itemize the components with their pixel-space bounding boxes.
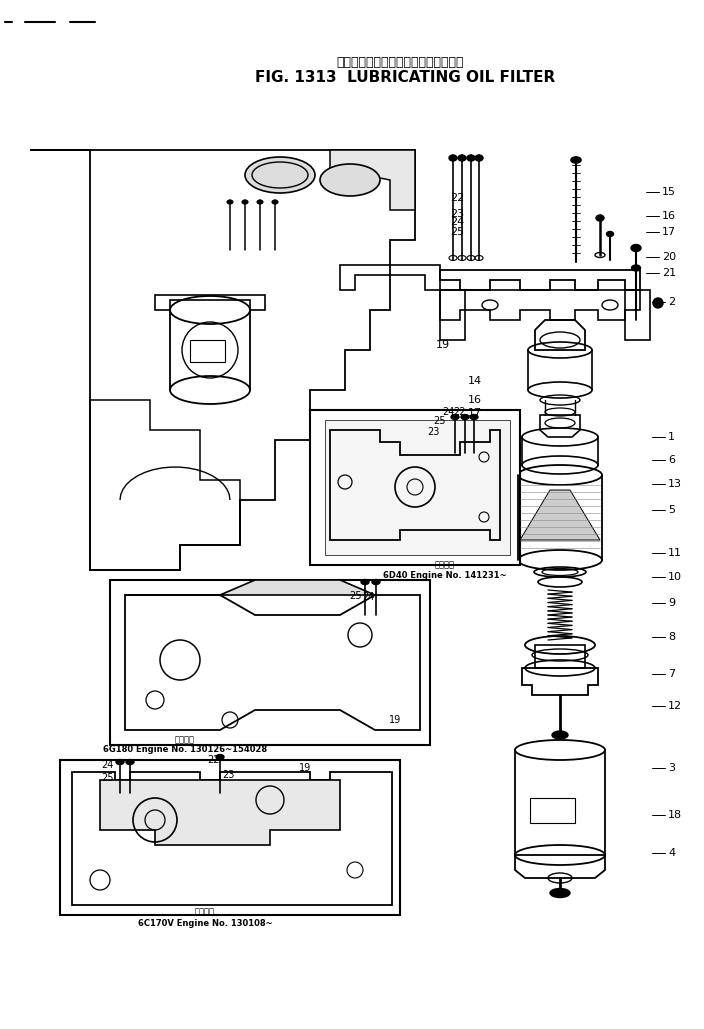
Ellipse shape <box>451 415 459 420</box>
Bar <box>60 760 400 915</box>
Text: 20: 20 <box>662 252 676 262</box>
Text: 25: 25 <box>450 227 464 237</box>
Text: 13: 13 <box>668 480 682 489</box>
Text: 14: 14 <box>468 376 482 386</box>
Ellipse shape <box>361 579 369 584</box>
Text: 4: 4 <box>668 848 675 858</box>
Ellipse shape <box>461 415 469 420</box>
Text: 2: 2 <box>668 297 675 307</box>
Ellipse shape <box>126 759 134 765</box>
Text: 25: 25 <box>348 591 361 601</box>
Text: 23: 23 <box>450 209 464 219</box>
Polygon shape <box>520 490 600 540</box>
Text: 適用号機: 適用号機 <box>175 736 195 745</box>
Text: 3: 3 <box>668 762 675 773</box>
Ellipse shape <box>242 200 248 204</box>
Ellipse shape <box>257 200 263 204</box>
Ellipse shape <box>245 157 315 193</box>
Ellipse shape <box>272 200 278 204</box>
Ellipse shape <box>216 754 224 759</box>
Ellipse shape <box>631 265 641 271</box>
Ellipse shape <box>227 200 233 204</box>
Text: 適用号機: 適用号機 <box>435 561 455 569</box>
Text: 16: 16 <box>662 211 676 221</box>
Bar <box>530 799 575 823</box>
Bar <box>190 340 225 362</box>
Ellipse shape <box>552 731 568 739</box>
Polygon shape <box>330 150 415 210</box>
Text: 6C170V Engine No. 130108~: 6C170V Engine No. 130108~ <box>138 919 272 927</box>
Text: 19: 19 <box>436 340 450 350</box>
Ellipse shape <box>571 157 581 163</box>
Text: 15: 15 <box>662 187 676 197</box>
Text: 24: 24 <box>362 592 375 602</box>
Text: 6G180 Engine No. 130126~154028: 6G180 Engine No. 130126~154028 <box>103 745 267 754</box>
Text: 17: 17 <box>662 227 676 237</box>
Polygon shape <box>125 580 375 595</box>
Text: 23: 23 <box>222 770 234 780</box>
Text: 12: 12 <box>668 701 682 711</box>
Text: 22: 22 <box>453 407 465 417</box>
Text: 23: 23 <box>427 427 439 437</box>
Text: 21: 21 <box>662 268 676 278</box>
Ellipse shape <box>372 579 380 584</box>
Text: 19: 19 <box>389 715 401 725</box>
Text: 22: 22 <box>450 193 464 203</box>
Ellipse shape <box>607 232 613 237</box>
Ellipse shape <box>470 415 478 420</box>
Text: 24: 24 <box>101 760 113 770</box>
Text: 25: 25 <box>434 416 446 426</box>
Text: 6: 6 <box>668 455 675 465</box>
Text: 22: 22 <box>207 755 219 765</box>
Ellipse shape <box>596 215 604 221</box>
Text: 6D40 Engine No. 141231~: 6D40 Engine No. 141231~ <box>383 571 507 580</box>
Text: 5: 5 <box>668 505 675 514</box>
Ellipse shape <box>116 759 124 765</box>
Circle shape <box>653 298 663 308</box>
Text: 7: 7 <box>668 669 675 679</box>
Text: 1: 1 <box>668 432 675 442</box>
Ellipse shape <box>449 155 457 161</box>
Ellipse shape <box>550 888 570 897</box>
Polygon shape <box>100 780 340 845</box>
Text: ルーブリケーティングオイルフィルタ: ルーブリケーティングオイルフィルタ <box>337 56 464 69</box>
Polygon shape <box>325 420 510 555</box>
Ellipse shape <box>631 245 641 251</box>
Text: 9: 9 <box>668 598 675 608</box>
Ellipse shape <box>320 164 380 196</box>
Text: 17: 17 <box>468 409 482 418</box>
Text: 10: 10 <box>668 572 682 582</box>
Text: 24: 24 <box>442 407 454 417</box>
Bar <box>110 580 430 745</box>
Ellipse shape <box>458 155 466 161</box>
Bar <box>310 410 520 565</box>
Text: 16: 16 <box>468 395 482 405</box>
Text: 19: 19 <box>299 762 311 773</box>
Text: 適用号機: 適用号機 <box>195 908 215 917</box>
Text: 25: 25 <box>101 773 113 783</box>
Text: FIG. 1313  LUBRICATING OIL FILTER: FIG. 1313 LUBRICATING OIL FILTER <box>255 71 555 85</box>
Text: 24: 24 <box>450 217 464 227</box>
Ellipse shape <box>475 155 483 161</box>
Text: 8: 8 <box>668 632 675 642</box>
Ellipse shape <box>467 155 475 161</box>
Text: 18: 18 <box>668 810 682 820</box>
Text: 11: 11 <box>668 548 682 558</box>
